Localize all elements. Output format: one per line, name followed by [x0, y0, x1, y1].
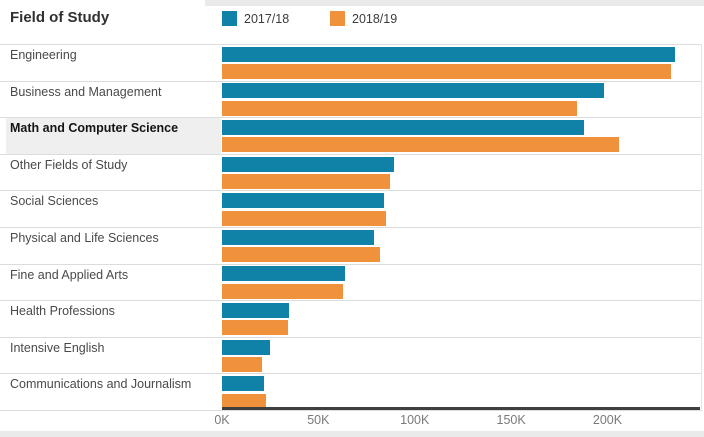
legend-item-2017-18[interactable]: 2017/18: [222, 11, 289, 26]
bar-2017-18[interactable]: [222, 266, 346, 282]
category-row[interactable]: Engineering: [0, 44, 702, 81]
category-label-cell: Social Sciences: [0, 191, 221, 227]
bar-2017-18[interactable]: [222, 229, 375, 245]
x-tick-label: 0K: [214, 413, 230, 427]
category-row[interactable]: Social Sciences: [0, 190, 702, 227]
category-row[interactable]: Business and Management: [0, 80, 702, 118]
bar-group: [222, 301, 700, 337]
bar-2018-19[interactable]: [222, 137, 620, 153]
legend-item-2018-19[interactable]: 2018/19: [330, 11, 397, 26]
x-tick-label: 50K: [307, 413, 330, 427]
category-label: Health Professions: [10, 304, 115, 319]
x-axis-line: [222, 407, 700, 410]
category-label-cell: Math and Computer Science: [6, 118, 221, 154]
category-row[interactable]: Other Fields of Study: [0, 153, 702, 191]
bar-2017-18[interactable]: [222, 156, 394, 172]
bar-2017-18[interactable]: [222, 376, 265, 392]
category-label-cell: Communications and Journalism: [0, 374, 221, 410]
category-label: Engineering: [10, 48, 77, 62]
legend-swatch-2018-19: [330, 11, 345, 26]
bar-group: [222, 155, 700, 191]
bar-2018-19[interactable]: [222, 393, 267, 409]
category-label-cell: Health Professions: [0, 301, 221, 337]
bar-2018-19[interactable]: [222, 320, 288, 336]
category-label-cell: Engineering: [0, 45, 221, 81]
plot-right-border: [701, 44, 702, 411]
category-label: Fine and Applied Arts: [10, 267, 129, 282]
x-axis-ticks: 0K 50K 100K 150K 200K: [214, 413, 700, 431]
category-label-cell: Other Fields of Study: [0, 155, 221, 191]
category-row[interactable]: Intensive English: [0, 336, 702, 374]
bar-2017-18[interactable]: [222, 302, 290, 318]
category-row[interactable]: Health Professions: [0, 300, 702, 337]
category-label: Intensive English: [10, 340, 105, 355]
bar-group: [222, 82, 700, 118]
legend-label: 2017/18: [244, 11, 290, 26]
top-edge-strip: [205, 0, 704, 6]
category-label-cell: Fine and Applied Arts: [0, 265, 221, 301]
bottom-edge-strip: [0, 431, 704, 437]
category-label: Communications and Journalism: [10, 377, 192, 392]
legend-label: 2018/19: [352, 11, 398, 26]
bar-group: [222, 338, 700, 374]
bar-2018-19[interactable]: [222, 283, 344, 299]
bar-2017-18[interactable]: [222, 339, 271, 355]
x-tick-label: 150K: [496, 413, 526, 427]
chart-title: Field of Study: [10, 9, 110, 26]
bar-2017-18[interactable]: [222, 83, 604, 99]
category-label: Social Sciences: [10, 194, 99, 209]
category-label: Other Fields of Study: [10, 157, 128, 172]
category-row[interactable]: Communications and Journalism: [0, 373, 702, 410]
category-row[interactable]: Physical and Life Sciences: [0, 226, 702, 264]
bar-group: [222, 118, 700, 154]
bar-2017-18[interactable]: [222, 193, 384, 209]
bar-2017-18[interactable]: [222, 46, 675, 62]
bar-group: [222, 45, 700, 81]
bar-2018-19[interactable]: [222, 64, 672, 80]
bar-2018-19[interactable]: [222, 100, 577, 116]
bar-2018-19[interactable]: [222, 356, 263, 372]
category-label-cell: Business and Management: [0, 82, 221, 118]
category-row[interactable]: Math and Computer Science: [0, 117, 702, 154]
bar-group: [222, 228, 700, 264]
x-tick-label: 200K: [592, 413, 623, 427]
category-label: Physical and Life Sciences: [10, 230, 159, 245]
bar-2018-19[interactable]: [222, 210, 386, 226]
bar-group: [222, 191, 700, 227]
bar-2018-19[interactable]: [222, 173, 390, 189]
category-row[interactable]: Fine and Applied Arts: [0, 263, 702, 301]
plot-rows: Engineering Business and Management Math a…: [0, 44, 702, 411]
category-label: Business and Management: [10, 84, 162, 99]
legend-swatch-2017-18: [222, 11, 237, 26]
category-label-cell: Physical and Life Sciences: [0, 228, 221, 264]
bar-group: [222, 265, 700, 301]
bar-2018-19[interactable]: [222, 247, 381, 263]
bar-2017-18[interactable]: [222, 119, 585, 135]
category-label-cell: Intensive English: [0, 338, 221, 374]
category-label: Math and Computer Science: [10, 121, 179, 136]
x-tick-label: 100K: [400, 413, 430, 427]
bar-group: [222, 374, 700, 410]
